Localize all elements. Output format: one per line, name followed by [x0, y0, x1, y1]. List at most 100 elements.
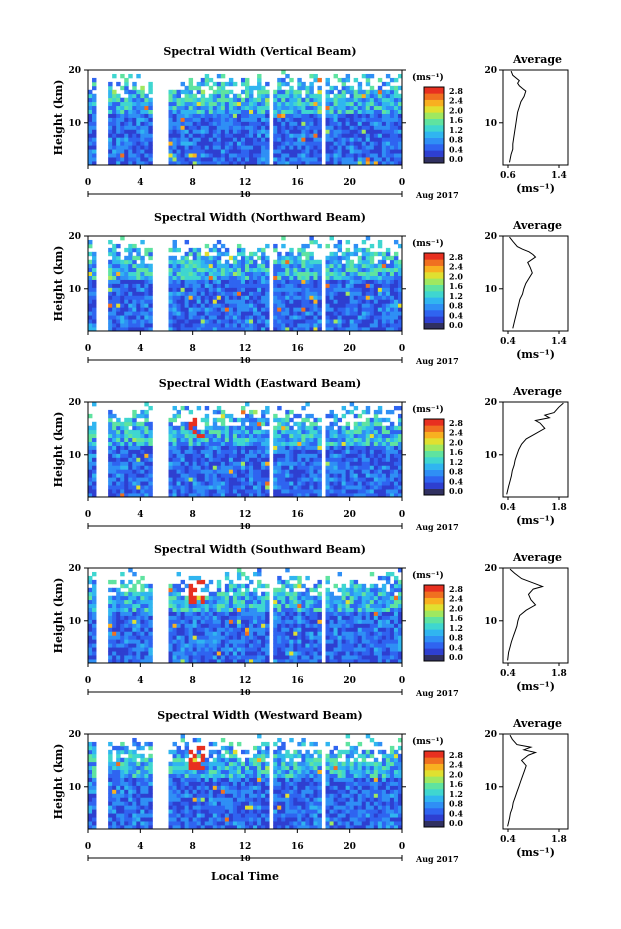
heatmap-cell	[337, 469, 343, 474]
heatmap-cell	[196, 465, 202, 470]
heatmap-cell	[341, 453, 347, 458]
colorbar-tick-label: 2.4	[449, 262, 463, 272]
heatmap-cell	[389, 489, 395, 494]
heatmap-cell	[293, 149, 298, 154]
heatmap-cell	[236, 263, 242, 269]
heatmap-cell	[188, 477, 194, 482]
heatmap-cell	[188, 117, 194, 122]
heatmap-cell	[329, 275, 334, 280]
heatmap-cell	[301, 311, 306, 316]
heatmap-cell	[353, 141, 359, 146]
heatmap-cell	[341, 311, 347, 316]
heatmap-cell	[172, 453, 177, 458]
heatmap-cell	[124, 89, 129, 95]
heatmap-cell	[313, 469, 318, 474]
heatmap-cell	[132, 307, 137, 312]
heatmap-cell	[132, 109, 137, 114]
heatmap-cell	[381, 81, 387, 87]
heatmap-cell	[188, 315, 194, 320]
heatmap-cell	[261, 319, 266, 324]
heatmap-cell	[228, 417, 234, 423]
heatmap-cell	[309, 236, 314, 241]
heatmap-cell	[317, 481, 322, 486]
heatmap-cell	[265, 481, 270, 486]
heatmap-cell	[176, 263, 181, 269]
heatmap-cell	[249, 85, 254, 91]
heatmap-cell	[317, 469, 322, 474]
heatmap-cell	[345, 457, 351, 462]
heatmap-cell	[108, 651, 113, 656]
heatmap-cell	[224, 473, 230, 478]
heatmap-cell	[373, 113, 379, 118]
heatmap-cell	[132, 583, 137, 589]
heatmap-cell	[88, 259, 93, 265]
colorbar-frame	[423, 86, 445, 164]
heatmap-cell	[128, 623, 133, 628]
heatmap-cell	[132, 117, 137, 122]
heatmap-cell	[373, 421, 379, 427]
heatmap-cell	[305, 287, 310, 292]
heatmap-cell	[317, 295, 322, 300]
heatmap-cell	[176, 441, 181, 446]
heatmap-cell	[148, 611, 153, 616]
heatmap-cell	[281, 303, 286, 308]
heatmap-cell	[317, 243, 322, 249]
heatmap-cell	[168, 591, 173, 597]
heatmap-cell	[305, 153, 310, 158]
heatmap-cell	[172, 587, 177, 593]
heatmap-cell	[112, 643, 117, 648]
heatmap-cell	[204, 631, 210, 636]
heatmap-cell	[228, 133, 234, 138]
heatmap-cell	[200, 255, 206, 261]
heatmap-cell	[277, 311, 282, 316]
heatmap-cell	[357, 485, 363, 490]
heatmap-cell	[345, 473, 351, 478]
heatmap-cell	[369, 243, 375, 249]
heatmap-cell	[116, 251, 121, 257]
heatmap-cell	[397, 311, 403, 316]
heatmap-cell	[216, 303, 222, 308]
heatmap-cell	[188, 445, 194, 450]
heatmap-cell	[333, 85, 338, 91]
heatmap-cell	[108, 413, 113, 419]
heatmap-cell	[361, 149, 367, 154]
heatmap-cell	[180, 599, 186, 605]
heatmap-cell	[397, 259, 403, 265]
heatmap-cell	[232, 425, 238, 431]
heatmap-cell	[92, 425, 97, 431]
heatmap-cell	[172, 603, 177, 608]
heatmap-cell	[341, 137, 347, 142]
heatmap-cell	[345, 255, 351, 261]
heatmap-cell	[313, 319, 318, 324]
heatmap-cell	[136, 437, 141, 442]
colorbar-swatch	[424, 99, 444, 107]
heatmap-cell	[236, 481, 242, 486]
heatmap-cell	[349, 137, 355, 142]
heatmap-cell	[277, 417, 282, 423]
heatmap-cell	[357, 263, 363, 269]
heatmap-cell	[212, 93, 218, 99]
heatmap-cell	[204, 283, 210, 288]
heatmap-cell	[329, 97, 334, 103]
heatmap-cell	[172, 445, 177, 450]
heatmap-cell	[236, 493, 242, 498]
heatmap-cell	[305, 263, 310, 269]
heatmap-cell	[116, 113, 121, 118]
heatmap-cell	[172, 413, 177, 419]
heatmap-cell	[132, 465, 137, 470]
heatmap-cell	[92, 599, 97, 605]
heatmap-cell	[369, 275, 375, 280]
heatmap-cell	[297, 303, 302, 308]
heatmap-cell	[192, 125, 198, 130]
heatmap-cell	[200, 465, 206, 470]
heatmap-cell	[168, 457, 173, 462]
heatmap-cell	[88, 635, 93, 640]
heatmap-cell	[220, 263, 226, 269]
heatmap-cell	[313, 129, 318, 134]
heatmap-cell	[373, 327, 379, 332]
heatmap-cell	[124, 157, 129, 162]
heatmap-cell	[297, 153, 302, 158]
heatmap-cell	[116, 607, 121, 612]
heatmap-cell	[132, 571, 137, 577]
heatmap-cell	[128, 267, 133, 273]
